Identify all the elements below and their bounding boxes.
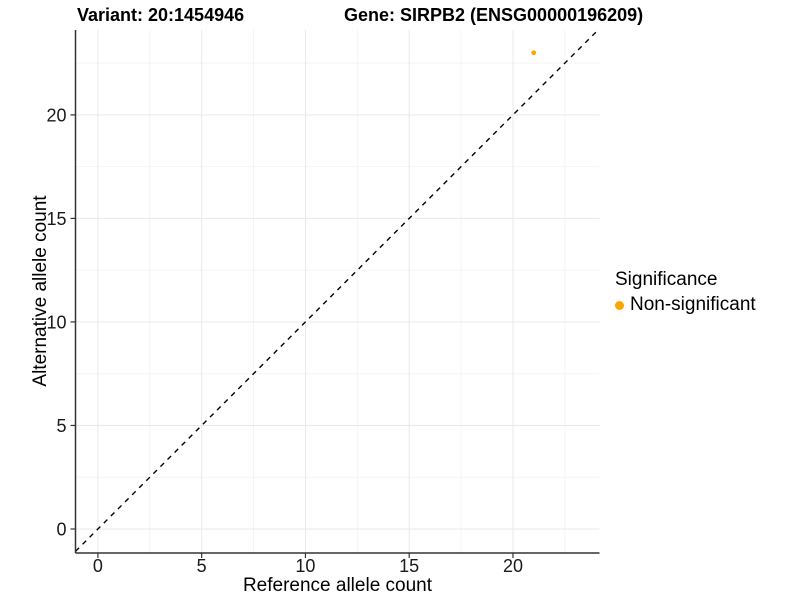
legend-item: Non-significant	[615, 294, 756, 316]
x-tick-label: 0	[93, 556, 103, 576]
y-tick-label: 10	[46, 312, 66, 332]
plot-title-variant: Variant: 20:1454946	[77, 5, 245, 25]
y-axis-title: Alternative allele count	[30, 195, 51, 387]
legend: Significance Non-significant	[615, 268, 756, 316]
y-tick-label: 20	[46, 105, 66, 125]
x-axis-title: Reference allele count	[242, 575, 433, 596]
plot-title-gene: Gene: SIRPB2 (ENSG00000196209)	[344, 5, 644, 25]
x-tick-label: 10	[295, 556, 315, 576]
data-point	[531, 50, 537, 56]
legend-title: Significance	[615, 269, 718, 290]
x-tick-label: 15	[399, 556, 419, 576]
identity-line	[75, 29, 599, 552]
legend-item-label: Non-significant	[630, 294, 756, 315]
y-tick-label: 5	[56, 416, 66, 436]
y-tick-label: 15	[46, 209, 66, 229]
y-tick-label: 0	[56, 519, 66, 539]
x-tick-label: 20	[503, 556, 523, 576]
x-tick-label: 5	[197, 556, 207, 576]
legend-point-icon	[615, 300, 624, 310]
